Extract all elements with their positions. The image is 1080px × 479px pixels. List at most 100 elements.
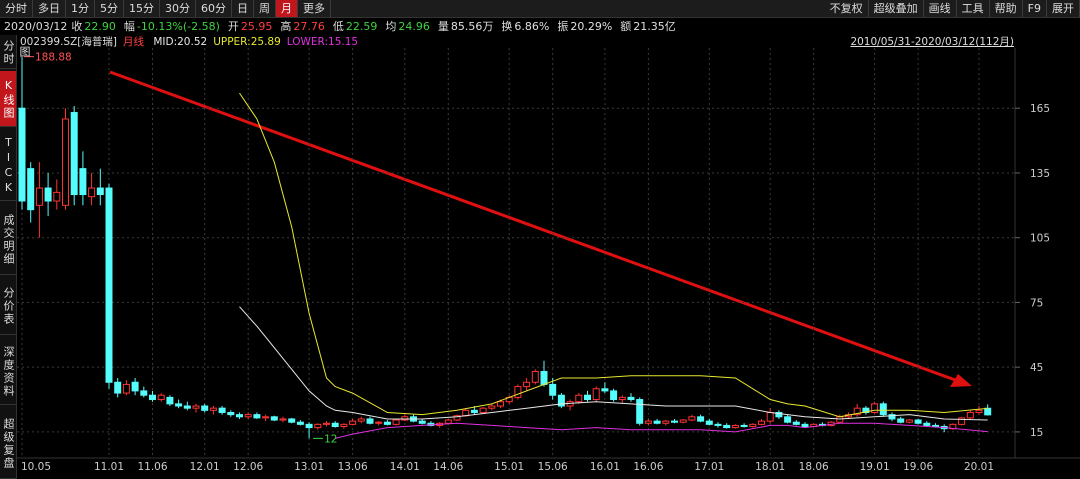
- quote-value: 25.95: [240, 20, 273, 33]
- y-tick-label: 105: [1030, 233, 1050, 245]
- quote-value: 6.86%: [514, 20, 550, 33]
- candle-body: [775, 411, 783, 418]
- candle-body: [784, 416, 792, 423]
- period-tab[interactable]: 5分: [95, 0, 124, 17]
- x-tick-label: 11.06: [137, 461, 167, 473]
- sidebar-tab[interactable]: K线图: [0, 71, 16, 127]
- period-tab[interactable]: 月: [276, 0, 298, 17]
- y-tick-label: 15: [1030, 427, 1043, 439]
- candle-body: [871, 403, 879, 413]
- candle-body: [62, 118, 69, 206]
- quote-label: 低: [332, 20, 344, 33]
- candle-body: [105, 187, 113, 383]
- candle-body: [627, 396, 635, 401]
- candle-body: [853, 407, 861, 416]
- y-tick-label: 45: [1030, 362, 1043, 374]
- candle-body: [140, 390, 148, 396]
- period-tab[interactable]: 多日: [33, 0, 66, 17]
- candle-body: [601, 388, 609, 392]
- quote-label: 振: [557, 20, 569, 33]
- period-tab[interactable]: 周: [254, 0, 276, 17]
- tool-button[interactable]: 帮助: [990, 0, 1023, 17]
- x-tick-label: 19.01: [860, 461, 890, 473]
- sidebar-tab[interactable]: 超级复盘: [0, 407, 16, 479]
- date-range[interactable]: 2010/05/31-2020/03/12(112月): [850, 36, 1014, 48]
- candle-body: [79, 168, 87, 196]
- x-tick-label: 14.01: [390, 461, 420, 473]
- candle-body: [357, 418, 365, 422]
- band-line: [335, 422, 988, 439]
- candle-body: [679, 419, 687, 423]
- candle-body: [975, 409, 983, 413]
- candle-body: [305, 423, 313, 429]
- candle-body: [288, 418, 296, 423]
- quote-label: 均: [385, 20, 397, 33]
- candle-body: [227, 411, 235, 416]
- tool-button[interactable]: 不复权: [825, 0, 869, 17]
- candle-body: [749, 423, 757, 428]
- quote-value: 22.90: [84, 20, 116, 33]
- candle-body: [575, 394, 583, 403]
- sidebar-tab[interactable]: 分时图: [0, 35, 31, 69]
- tool-button[interactable]: 工具: [957, 0, 990, 17]
- sidebar-tab[interactable]: 深度资料: [0, 337, 16, 405]
- candle-body: [183, 405, 191, 409]
- period-tab[interactable]: 1分: [66, 0, 95, 17]
- x-tick-label: 19.06: [903, 461, 933, 473]
- candle-body: [923, 422, 931, 426]
- max-label: 188.88: [35, 52, 72, 64]
- tool-button[interactable]: 画线: [924, 0, 957, 17]
- period-tab[interactable]: 60分: [196, 0, 232, 17]
- period-tab[interactable]: 30分: [160, 0, 196, 17]
- period-tab[interactable]: 分时: [0, 0, 33, 17]
- legend-name: MID: [153, 36, 174, 48]
- candle-body: [549, 383, 557, 396]
- quote-label: 额: [620, 20, 632, 33]
- candle-body: [514, 386, 522, 398]
- sidebar-tab[interactable]: 成交明细: [0, 203, 16, 275]
- y-tick-label: 75: [1030, 297, 1043, 309]
- candle-body: [340, 423, 348, 428]
- candle-body: [531, 370, 539, 383]
- candle-body: [323, 422, 330, 425]
- candle-body: [914, 419, 922, 424]
- band-line: [239, 306, 988, 421]
- candle-body: [984, 407, 992, 416]
- period-tab[interactable]: 15分: [124, 0, 160, 17]
- sidebar-tab[interactable]: 分价表: [0, 277, 16, 335]
- candle-body: [557, 394, 565, 407]
- candle-body: [479, 407, 487, 413]
- candle-body: [253, 414, 261, 419]
- trend-arrow: [109, 70, 959, 383]
- tool-button[interactable]: F9: [1023, 0, 1047, 17]
- quote-value: 21.35亿: [633, 20, 676, 33]
- x-tick-label: 14.06: [433, 461, 463, 473]
- candle-body: [523, 381, 531, 388]
- legend-item: MID20.52: [153, 36, 207, 48]
- candle-body: [488, 405, 496, 409]
- quote-label: 收: [71, 20, 83, 33]
- quote-label: 开: [227, 20, 239, 33]
- candle-body: [296, 421, 304, 425]
- candle-body: [166, 396, 174, 405]
- legend-item: UPPER25.89: [213, 36, 281, 48]
- period: 月线: [122, 36, 144, 48]
- candle-body: [740, 424, 748, 428]
- candle-body: [244, 414, 252, 418]
- candle-body: [392, 419, 400, 425]
- period-tab[interactable]: 更多: [298, 0, 331, 17]
- quote-label: 量: [437, 20, 449, 33]
- candle-body: [766, 411, 774, 422]
- period-tab[interactable]: 日: [232, 0, 254, 17]
- tool-button[interactable]: 超级叠加: [869, 0, 924, 17]
- legend: 002399.SZ[海普瑞] 月线 MID20.52 UPPER25.89 LOWER…: [20, 35, 364, 49]
- candle-body: [592, 388, 600, 401]
- candle-body: [697, 416, 705, 422]
- candle-body: [662, 420, 670, 424]
- candle-body: [349, 420, 357, 425]
- candle-body: [366, 418, 374, 424]
- candle-body: [236, 414, 243, 418]
- x-tick-label: 15.01: [494, 461, 524, 473]
- sidebar-tab[interactable]: TICK: [0, 129, 16, 201]
